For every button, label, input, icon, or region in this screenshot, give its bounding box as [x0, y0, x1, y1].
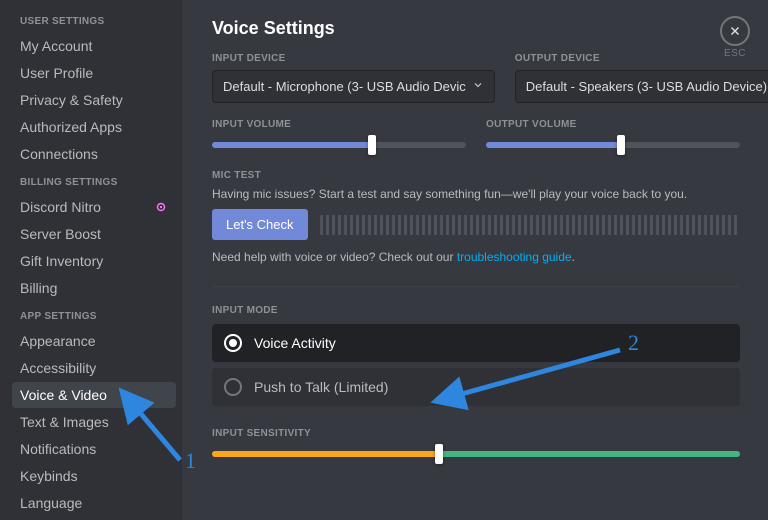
- input-sensitivity-label: INPUT SENSITIVITY: [212, 428, 740, 439]
- sidebar-heading-billing: BILLING SETTINGS: [12, 173, 176, 192]
- close-icon: [728, 24, 742, 38]
- radio-icon: [224, 378, 242, 396]
- input-volume-label: INPUT VOLUME: [212, 119, 466, 130]
- sidebar-item-voice-video[interactable]: Voice & Video: [12, 382, 176, 408]
- input-mode-push-to-talk[interactable]: Push to Talk (Limited): [212, 368, 740, 406]
- output-volume-label: OUTPUT VOLUME: [486, 119, 740, 130]
- sidebar-item-text-images[interactable]: Text & Images: [12, 409, 176, 435]
- mic-test-label: MIC TEST: [212, 170, 740, 181]
- sidebar-item-label: Appearance: [20, 333, 96, 349]
- output-device-value: Default - Speakers (3- USB Audio Device): [526, 79, 767, 94]
- slider-thumb[interactable]: [617, 135, 625, 155]
- sidebar-item-user-profile[interactable]: User Profile: [12, 60, 176, 86]
- input-sensitivity-slider[interactable]: [212, 451, 740, 457]
- output-volume-slider[interactable]: [486, 142, 740, 148]
- sidebar-item-label: Gift Inventory: [20, 253, 103, 269]
- sidebar-item-label: Billing: [20, 280, 57, 296]
- troubleshoot-text: Need help with voice or video? Check out…: [212, 250, 740, 264]
- page-title: Voice Settings: [212, 18, 740, 39]
- sidebar-item-label: Accessibility: [20, 360, 96, 376]
- sidebar-item-appearance[interactable]: Appearance: [12, 328, 176, 354]
- radio-label: Push to Talk (Limited): [254, 379, 388, 395]
- sidebar-item-label: Authorized Apps: [20, 119, 122, 135]
- mic-test-help: Having mic issues? Start a test and say …: [212, 187, 740, 201]
- sidebar-item-label: Privacy & Safety: [20, 92, 123, 108]
- sidebar-item-label: Discord Nitro: [20, 199, 101, 215]
- troubleshoot-link[interactable]: troubleshooting guide: [457, 250, 572, 264]
- sidebar-item-label: Text & Images: [20, 414, 109, 430]
- sidebar-item-accessibility[interactable]: Accessibility: [12, 355, 176, 381]
- input-mode-voice-activity[interactable]: Voice Activity: [212, 324, 740, 362]
- input-device-label: INPUT DEVICE: [212, 53, 495, 64]
- slider-thumb[interactable]: [435, 444, 443, 464]
- sidebar-item-billing[interactable]: Billing: [12, 275, 176, 301]
- chevron-down-icon: [472, 79, 484, 94]
- sidebar-heading-app: APP SETTINGS: [12, 307, 176, 326]
- radio-label: Voice Activity: [254, 335, 336, 351]
- sidebar-item-notifications[interactable]: Notifications: [12, 436, 176, 462]
- close-button[interactable]: [720, 16, 750, 46]
- radio-icon: [224, 334, 242, 352]
- sidebar-item-label: My Account: [20, 38, 92, 54]
- sidebar-item-label: Language: [20, 495, 82, 511]
- sidebar-item-server-boost[interactable]: Server Boost: [12, 221, 176, 247]
- sidebar-item-gift-inventory[interactable]: Gift Inventory: [12, 248, 176, 274]
- mic-test-button[interactable]: Let's Check: [212, 209, 308, 240]
- settings-sidebar: USER SETTINGS My Account User Profile Priv…: [0, 0, 182, 520]
- sidebar-item-discord-nitro[interactable]: Discord Nitro: [12, 194, 176, 220]
- sidebar-item-language[interactable]: Language: [12, 490, 176, 516]
- annotation-number-1: 1: [185, 448, 196, 474]
- sidebar-item-my-account[interactable]: My Account: [12, 33, 176, 59]
- divider: [212, 286, 740, 287]
- sidebar-item-label: Notifications: [20, 441, 96, 457]
- input-volume-slider[interactable]: [212, 142, 466, 148]
- mic-level-meter: [320, 215, 740, 235]
- sidebar-item-label: Voice & Video: [20, 387, 107, 403]
- input-device-value: Default - Microphone (3- USB Audio Devic: [223, 79, 466, 94]
- sidebar-heading-user: USER SETTINGS: [12, 12, 176, 31]
- sidebar-item-label: User Profile: [20, 65, 93, 81]
- slider-thumb[interactable]: [368, 135, 376, 155]
- sidebar-item-keybinds[interactable]: Keybinds: [12, 463, 176, 489]
- sidebar-item-label: Keybinds: [20, 468, 78, 484]
- output-device-select[interactable]: Default - Speakers (3- USB Audio Device): [515, 70, 768, 103]
- nitro-icon: [154, 200, 168, 214]
- sidebar-item-label: Connections: [20, 146, 98, 162]
- sidebar-item-authorized-apps[interactable]: Authorized Apps: [12, 114, 176, 140]
- sidebar-item-privacy-safety[interactable]: Privacy & Safety: [12, 87, 176, 113]
- sidebar-item-label: Server Boost: [20, 226, 101, 242]
- input-device-select[interactable]: Default - Microphone (3- USB Audio Devic: [212, 70, 495, 103]
- settings-main: Voice Settings INPUT DEVICE Default - Mi…: [182, 0, 768, 520]
- close-esc-label: ESC: [724, 48, 746, 59]
- input-mode-label: INPUT MODE: [212, 305, 740, 316]
- annotation-number-2: 2: [628, 330, 639, 356]
- sidebar-item-connections[interactable]: Connections: [12, 141, 176, 167]
